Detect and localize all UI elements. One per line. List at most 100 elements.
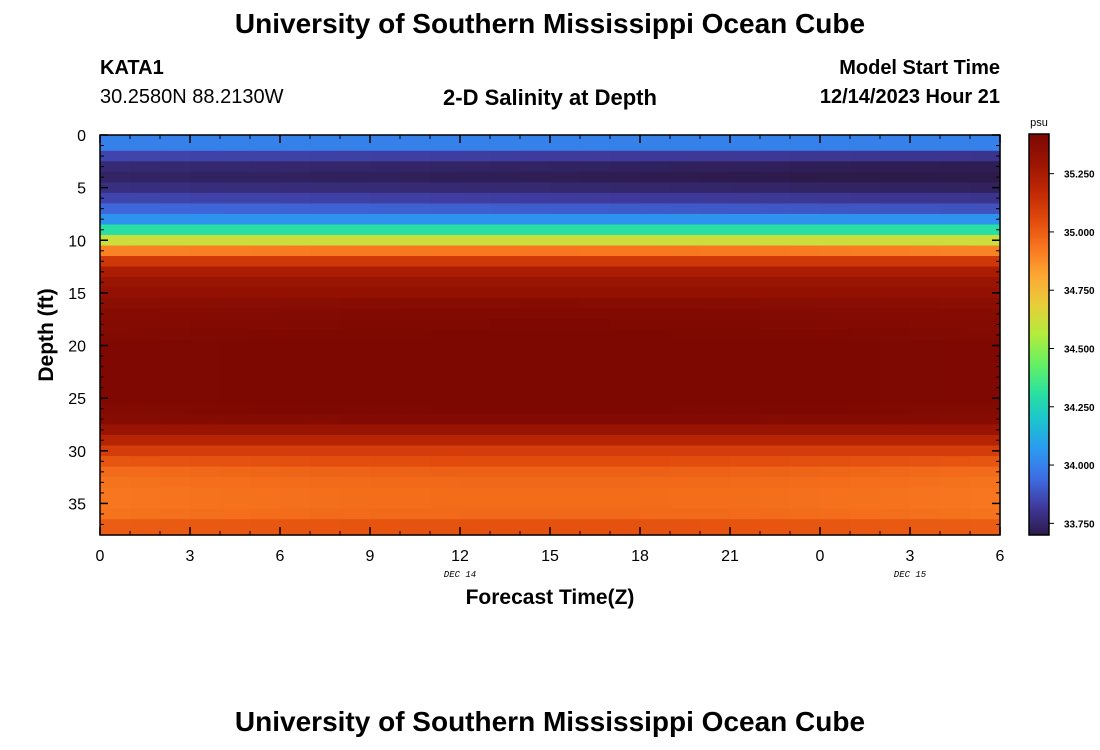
heatmap-cell	[190, 161, 221, 173]
heatmap-cell	[940, 350, 971, 362]
heatmap-cell	[250, 508, 281, 520]
heatmap-cell	[820, 382, 851, 394]
heatmap-cell	[460, 456, 491, 468]
heatmap-cell	[430, 266, 461, 278]
heatmap-cell	[940, 445, 971, 457]
heatmap-cell	[130, 224, 161, 236]
heatmap-cell	[700, 319, 731, 331]
heatmap-cell	[970, 403, 1001, 415]
heatmap-cell	[520, 245, 551, 257]
heatmap-cell	[700, 277, 731, 289]
heatmap-cell	[790, 413, 821, 426]
heatmap-cell	[280, 392, 311, 405]
heatmap-cell	[340, 224, 371, 236]
heatmap-cell	[640, 340, 671, 352]
heatmap-cell	[220, 361, 251, 373]
heatmap-cell	[910, 150, 941, 162]
heatmap-cell	[610, 466, 641, 478]
heatmap-cell	[850, 135, 881, 152]
heatmap-cell	[730, 477, 761, 489]
heatmap-cell	[400, 403, 431, 415]
heatmap-cell	[490, 371, 521, 383]
heatmap-cell	[250, 435, 281, 447]
heatmap-cell	[550, 413, 581, 426]
heatmap-cell	[190, 519, 221, 536]
heatmap-cell	[820, 445, 851, 457]
y-tick-label: 0	[77, 128, 86, 145]
heatmap-cell	[220, 487, 251, 499]
heatmap-cell	[310, 319, 341, 331]
heatmap-cell	[730, 319, 761, 331]
heatmap-cell	[820, 213, 851, 226]
heatmap-cell	[700, 403, 731, 415]
heatmap-cell	[970, 361, 1001, 373]
heatmap-cell	[280, 477, 311, 489]
heatmap-cell	[490, 392, 521, 405]
heatmap-cell	[310, 308, 341, 320]
heatmap-cell	[580, 371, 611, 383]
heatmap-cell	[370, 235, 401, 247]
heatmap-cell	[760, 135, 791, 152]
heatmap-cell	[640, 245, 671, 257]
heatmap-cell	[610, 213, 641, 226]
heatmap-cell	[970, 266, 1001, 278]
heatmap-cell	[940, 456, 971, 468]
heatmap-cell	[970, 466, 1001, 478]
heatmap-cell	[910, 435, 941, 447]
heatmap-cell	[820, 519, 851, 536]
heatmap-cell	[280, 256, 311, 268]
heatmap-cell	[760, 392, 791, 405]
heatmap-cell	[640, 266, 671, 278]
heatmap-cell	[310, 413, 341, 426]
heatmap-cell	[400, 161, 431, 173]
heatmap-cell	[220, 498, 251, 510]
heatmap-cell	[100, 456, 131, 468]
heatmap-cell	[790, 477, 821, 489]
heatmap-cell	[160, 235, 191, 247]
heatmap-cell	[430, 161, 461, 173]
heatmap-cell	[130, 235, 161, 247]
heatmap-cell	[820, 392, 851, 405]
heatmap-cell	[820, 456, 851, 468]
heatmap-cell	[580, 382, 611, 394]
heatmap-cell	[880, 498, 911, 510]
x-axis: 0 3 6 9 12 15 18 21 0 3 6 DEC 14 DEC 15	[96, 135, 1005, 580]
heatmap-cell	[880, 135, 911, 152]
heatmap-cell	[370, 445, 401, 457]
heatmap-cell	[610, 161, 641, 173]
heatmap-cell	[370, 508, 401, 520]
heatmap-cell	[340, 477, 371, 489]
y-tick-label: 30	[68, 444, 86, 461]
heatmap-cell	[220, 329, 251, 341]
heatmap-cell	[220, 382, 251, 394]
heatmap-cell	[190, 171, 221, 183]
heatmap-cell	[490, 298, 521, 310]
heatmap-cell	[880, 350, 911, 362]
heatmap-cell	[640, 445, 671, 457]
heatmap-cell	[460, 224, 491, 236]
heatmap-cell	[760, 413, 791, 426]
heatmap-cell	[340, 235, 371, 247]
heatmap-cell	[130, 382, 161, 394]
heatmap-cell	[910, 340, 941, 352]
heatmap-cell	[880, 266, 911, 278]
heatmap-cell	[280, 340, 311, 352]
heatmap-cell	[400, 413, 431, 426]
heatmap-cell	[550, 213, 581, 226]
heatmap-cell	[730, 256, 761, 268]
heatmap-cell	[190, 213, 221, 226]
heatmap-cell	[850, 161, 881, 173]
heatmap-cell	[430, 245, 461, 257]
heatmap-cell	[670, 466, 701, 478]
heatmap-cell	[250, 224, 281, 236]
heatmap-cell	[520, 235, 551, 247]
heatmap-cell	[550, 287, 581, 299]
heatmap-cell	[970, 392, 1001, 405]
heatmap-cell	[790, 224, 821, 236]
heatmap-cell	[490, 487, 521, 499]
heatmap-cell	[610, 382, 641, 394]
heatmap-cell	[340, 487, 371, 499]
heatmap-cell	[280, 435, 311, 447]
heatmap-cell	[430, 424, 461, 436]
heatmap-cell	[340, 350, 371, 362]
